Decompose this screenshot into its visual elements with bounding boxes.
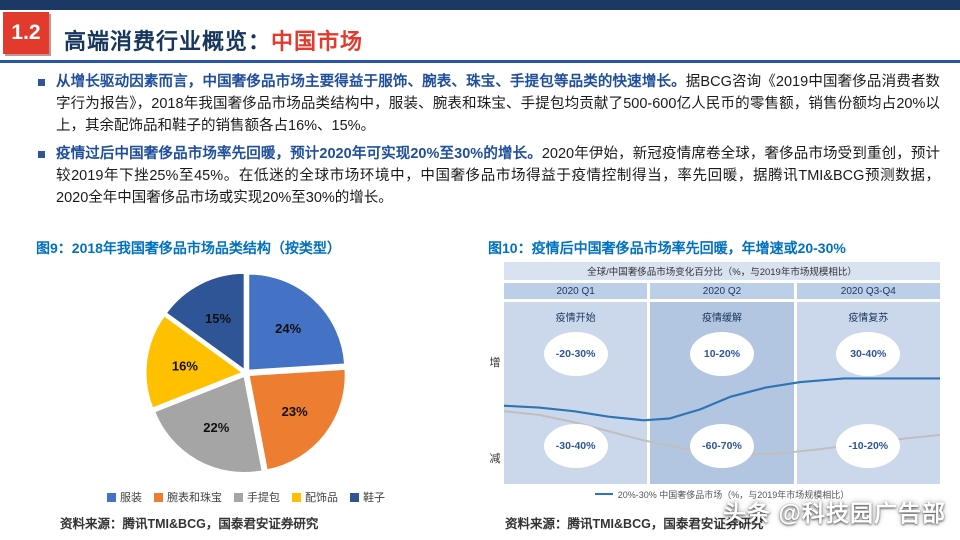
pie-value-label: 16% [172, 358, 198, 373]
figure10: 图10：疫情后中国奢侈品市场率先回暖，年增速或20-30% 全球/中国奢侈品市场… [488, 238, 940, 502]
pie-slice-配饰品 [145, 315, 244, 409]
pie-value-label: 24% [275, 321, 301, 336]
page-title-main: 高端消费行业概览： [64, 29, 272, 54]
top-bar [0, 0, 960, 10]
pie-slice-鞋子 [165, 272, 245, 371]
pie-legend-item: 腕表和珠宝 [154, 489, 222, 505]
chart-panel-content: 疫情复苏 30-40% -10-20% [797, 302, 940, 484]
column-header: 2020 Q3-Q4 [796, 283, 940, 299]
legend-label: 配饰品 [305, 492, 338, 504]
global-value-circle: -60-70% [689, 424, 754, 468]
legend-label: 手提包 [247, 492, 280, 504]
pie-value-label: 23% [282, 404, 308, 419]
page-title: 高端消费行业概览：中国市场 [64, 24, 363, 56]
bullet-text: 疫情过后中国奢侈品市场率先回暖，预计2020年可实现20%至30%的增长。202… [56, 144, 940, 209]
column-header: 2020 Q1 [504, 283, 648, 299]
bullet-rest: 据BCG咨询《2019中国奢侈品消费者数字行为报告》，2018年我国奢侈品市场品… [56, 74, 941, 134]
china-value-circle: 30-40% [836, 332, 901, 376]
pie-legend-item: 手提包 [234, 489, 280, 505]
pie-slice-腕表和珠宝 [248, 368, 346, 471]
global-value-circle: -10-20% [836, 424, 901, 468]
legend-label: 服装 [120, 492, 142, 504]
chart-plot: 疫情开始 -20-30% -30-40% 疫情缓解 10-20% -60-70% 疫情复苏 3… [504, 302, 940, 484]
source-note-left: 资料来源：腾讯TMI&BCG，国泰君安证券研究 [60, 517, 319, 531]
line-legend-swatch-icon [594, 493, 613, 495]
page-title-accent: 中国市场 [271, 29, 364, 54]
phase-label: 疫情开始 [555, 313, 596, 324]
pie-slice-手提包 [154, 375, 263, 473]
column-headers: 2020 Q1 2020 Q2 2020 Q3-Q4 [504, 283, 940, 299]
axis-label-increase: 增 [489, 357, 501, 369]
bullet-item: 疫情过后中国奢侈品市场率先回暖，预计2020年可实现20%至30%的增长。202… [38, 144, 940, 209]
pie-legend: 服装 腕表和珠宝 手提包 配饰品 鞋子 [36, 489, 456, 505]
chart-legend: 20%-30% 中国奢侈品市场（%，与2019年市场规模相比） [504, 486, 940, 502]
chart-panel-content: 疫情开始 -20-30% -30-40% [504, 302, 647, 484]
bullet-text: 从增长驱动因素而言，中国奢侈品市场主要得益于服饰、腕表、珠宝、手提包等品类的快速… [56, 72, 940, 137]
pie-legend-item: 服装 [107, 489, 142, 505]
pie-slice-服装 [248, 273, 346, 371]
chart-panel-content: 疫情缓解 10-20% -60-70% [650, 302, 793, 484]
legend-label: 鞋子 [363, 492, 385, 504]
chart-title: 全球/中国奢侈品市场变化百分比（%，与2019年市场规模相比） [504, 262, 940, 280]
figure9: 图9：2018年我国奢侈品市场品类结构（按类型） 24% 23% 22% 16% 15%… [36, 238, 456, 505]
china-trend-line [504, 378, 940, 420]
bullet-list: 从增长驱动因素而言，中国奢侈品市场主要得益于服饰、腕表、珠宝、手提包等品类的快速… [38, 72, 940, 217]
legend-swatch-icon [107, 492, 116, 502]
pie-value-label: 22% [203, 420, 229, 435]
pie-legend-item: 鞋子 [350, 489, 385, 505]
bullet-square-icon [38, 79, 45, 86]
legend-swatch-icon [154, 492, 163, 502]
legend-swatch-icon [350, 492, 359, 502]
figure9-title: 图9：2018年我国奢侈品市场品类结构（按类型） [36, 240, 341, 256]
section-number-badge: 1.2 [3, 12, 49, 54]
pie-value-label: 15% [205, 311, 231, 326]
axis-label-decrease: 减 [489, 453, 501, 465]
recovery-chart: 全球/中国奢侈品市场变化百分比（%，与2019年市场规模相比） 2020 Q1 2… [488, 262, 940, 502]
pie-legend-item: 配饰品 [292, 489, 338, 505]
legend-swatch-icon [234, 492, 243, 502]
phase-label: 疫情复苏 [848, 313, 889, 324]
column-header: 2020 Q2 [650, 283, 794, 299]
bullet-rest: 2020年伊始，新冠疫情席卷全球，奢侈品市场受到重创，预计较2019年下挫25%… [56, 146, 940, 206]
figure10-title: 图10：疫情后中国奢侈品市场率先回暖，年增速或20-30% [488, 240, 846, 256]
legend-label: 腕表和珠宝 [167, 492, 222, 504]
source-note-right: 资料来源：腾讯TMI&BCG，国泰君安证券研究 [505, 517, 764, 531]
chart-legend-label: 20%-30% 中国奢侈品市场（%，与2019年市场规模相比） [617, 489, 850, 500]
bullet-lead: 从增长驱动因素而言，中国奢侈品市场主要得益于服饰、腕表、珠宝、手提包等品类的快速… [56, 74, 686, 90]
watermark: 头条 @科技园广告部 [723, 500, 946, 526]
pie-chart: 24% 23% 22% 16% 15% [145, 272, 346, 473]
global-value-circle: -30-40% [543, 424, 608, 468]
header-divider [0, 60, 960, 63]
china-value-circle: 10-20% [689, 332, 754, 376]
chart-overlay: 疫情开始 -20-30% -30-40% 疫情缓解 10-20% -60-70% 疫情复苏 3… [504, 302, 940, 484]
bullet-lead: 疫情过后中国奢侈品市场率先回暖，预计2020年可实现20%至30%的增长。 [56, 146, 542, 163]
legend-swatch-icon [292, 492, 301, 502]
china-value-circle: -20-30% [543, 332, 608, 376]
bullet-item: 从增长驱动因素而言，中国奢侈品市场主要得益于服饰、腕表、珠宝、手提包等品类的快速… [38, 72, 940, 137]
bullet-square-icon [38, 151, 45, 159]
phase-label: 疫情缓解 [701, 313, 742, 324]
